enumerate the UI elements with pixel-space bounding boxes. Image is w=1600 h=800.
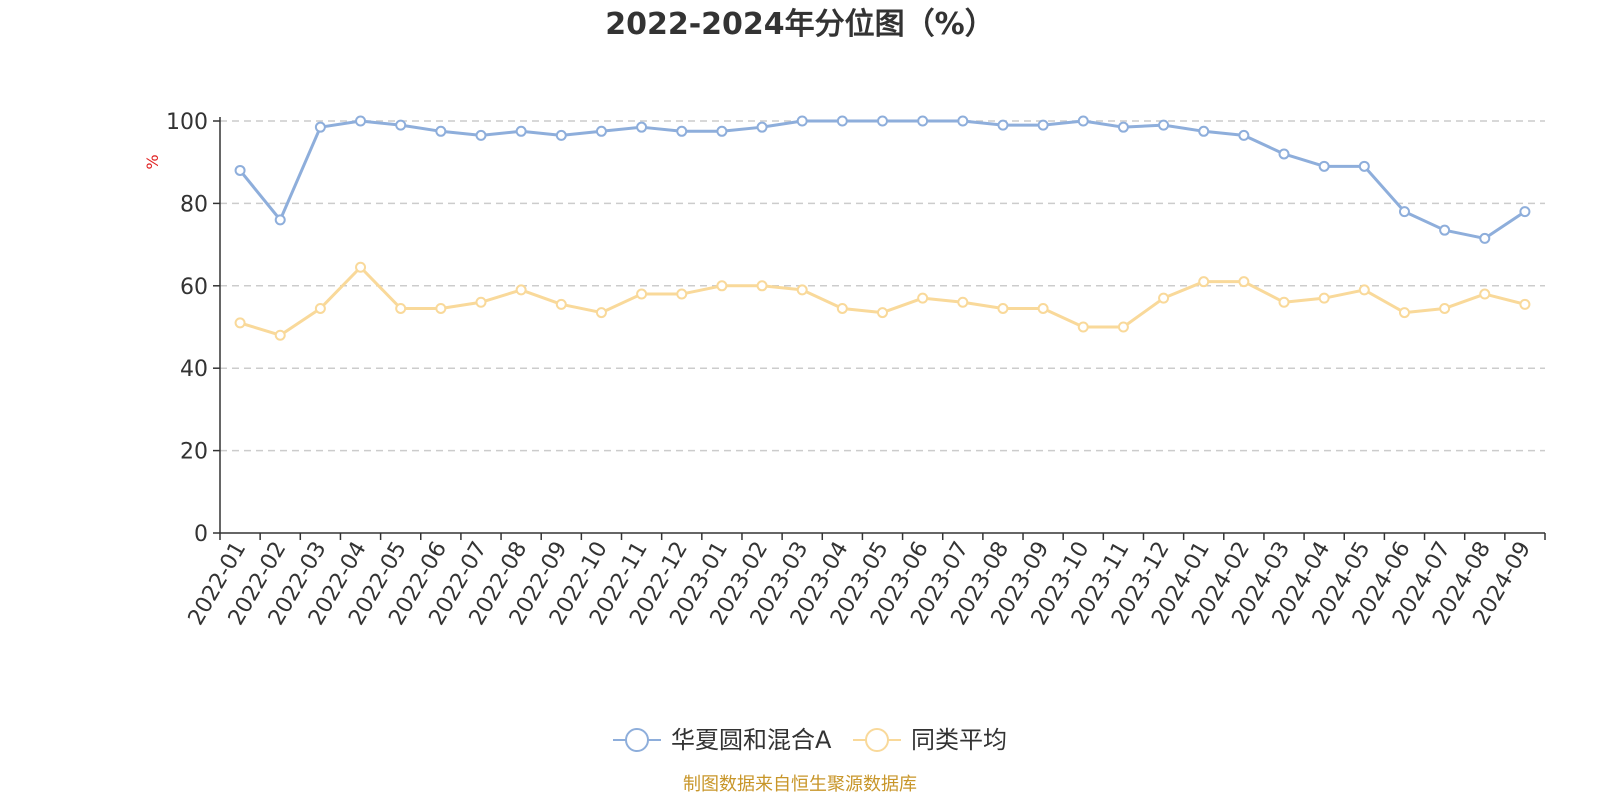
data-point[interactable] xyxy=(796,115,808,127)
data-point[interactable] xyxy=(555,129,567,141)
data-point[interactable] xyxy=(234,164,246,176)
y-tick-label: 20 xyxy=(180,440,208,465)
data-point[interactable] xyxy=(836,302,848,314)
y-tick-label: 80 xyxy=(180,192,208,217)
data-point[interactable] xyxy=(1037,119,1049,131)
data-point[interactable] xyxy=(1439,224,1451,236)
data-point[interactable] xyxy=(1519,206,1531,218)
data-point[interactable] xyxy=(314,121,326,133)
data-point[interactable] xyxy=(1117,121,1129,133)
data-point[interactable] xyxy=(234,317,246,329)
data-point[interactable] xyxy=(1238,129,1250,141)
data-point[interactable] xyxy=(555,298,567,310)
y-tick-label: 40 xyxy=(180,357,208,382)
data-point[interactable] xyxy=(475,296,487,308)
data-point[interactable] xyxy=(1479,288,1491,300)
legend-marker xyxy=(865,728,889,752)
data-point[interactable] xyxy=(1318,160,1330,172)
data-point[interactable] xyxy=(435,302,447,314)
data-point[interactable] xyxy=(435,125,447,137)
data-point[interactable] xyxy=(997,302,1009,314)
data-point[interactable] xyxy=(917,292,929,304)
data-point[interactable] xyxy=(957,115,969,127)
data-point[interactable] xyxy=(796,284,808,296)
data-point[interactable] xyxy=(997,119,1009,131)
data-point[interactable] xyxy=(274,214,286,226)
series-lines xyxy=(234,115,1531,341)
data-point[interactable] xyxy=(756,280,768,292)
data-point[interactable] xyxy=(515,125,527,137)
legend-label: 华夏圆和混合A xyxy=(671,726,832,754)
data-point[interactable] xyxy=(756,121,768,133)
data-point[interactable] xyxy=(395,302,407,314)
data-point[interactable] xyxy=(515,284,527,296)
legend[interactable]: 华夏圆和混合A 同类平均 xyxy=(613,726,1007,754)
data-point[interactable] xyxy=(1077,321,1089,333)
axes: 0204060801002022-012022-022022-032022-04… xyxy=(166,110,1546,630)
data-point[interactable] xyxy=(1238,276,1250,288)
data-point[interactable] xyxy=(1158,292,1170,304)
legend-label: 同类平均 xyxy=(911,726,1007,754)
data-point[interactable] xyxy=(395,119,407,131)
data-point[interactable] xyxy=(355,261,367,273)
data-point[interactable] xyxy=(636,121,648,133)
series-1 xyxy=(234,261,1531,341)
data-point[interactable] xyxy=(595,307,607,319)
chart-title: 2022-2024年分位图（%） xyxy=(605,7,995,42)
data-point[interactable] xyxy=(1398,206,1410,218)
data-point[interactable] xyxy=(314,302,326,314)
data-point[interactable] xyxy=(1117,321,1129,333)
data-point[interactable] xyxy=(1278,148,1290,160)
data-point[interactable] xyxy=(355,115,367,127)
data-point[interactable] xyxy=(475,129,487,141)
data-point[interactable] xyxy=(1398,307,1410,319)
data-point[interactable] xyxy=(957,296,969,308)
data-point[interactable] xyxy=(877,115,888,127)
y-tick-label: 100 xyxy=(166,110,208,135)
series-0 xyxy=(234,115,1531,244)
data-point[interactable] xyxy=(877,307,888,319)
data-point[interactable] xyxy=(1198,125,1210,137)
data-point[interactable] xyxy=(1158,119,1170,131)
legend-marker xyxy=(625,728,649,752)
series-line xyxy=(238,119,1526,240)
data-point[interactable] xyxy=(595,125,607,137)
data-point[interactable] xyxy=(917,115,929,127)
data-point[interactable] xyxy=(676,125,688,137)
y-tick-label: 0 xyxy=(194,522,208,547)
series-line xyxy=(239,265,1526,337)
grid-lines xyxy=(220,120,1545,452)
data-point[interactable] xyxy=(836,115,848,127)
data-point[interactable] xyxy=(1198,276,1210,288)
y-tick-label: 60 xyxy=(180,275,208,300)
data-point[interactable] xyxy=(1358,284,1370,296)
data-point[interactable] xyxy=(1358,160,1370,172)
data-point[interactable] xyxy=(1479,232,1491,244)
data-point[interactable] xyxy=(676,288,688,300)
y-axis-label: % xyxy=(143,154,162,169)
data-point[interactable] xyxy=(1037,302,1049,314)
data-point[interactable] xyxy=(1077,115,1089,127)
data-point[interactable] xyxy=(1318,292,1330,304)
data-point[interactable] xyxy=(1439,302,1451,314)
data-point[interactable] xyxy=(1519,298,1531,310)
data-point[interactable] xyxy=(716,280,728,292)
data-point[interactable] xyxy=(274,329,286,341)
source-note: 制图数据来自恒生聚源数据库 xyxy=(683,774,917,795)
data-point[interactable] xyxy=(1278,296,1290,308)
legend-item-0[interactable]: 华夏圆和混合A xyxy=(613,726,832,754)
data-point[interactable] xyxy=(716,125,728,137)
data-point[interactable] xyxy=(636,288,648,300)
legend-item-1[interactable]: 同类平均 xyxy=(853,726,1007,754)
